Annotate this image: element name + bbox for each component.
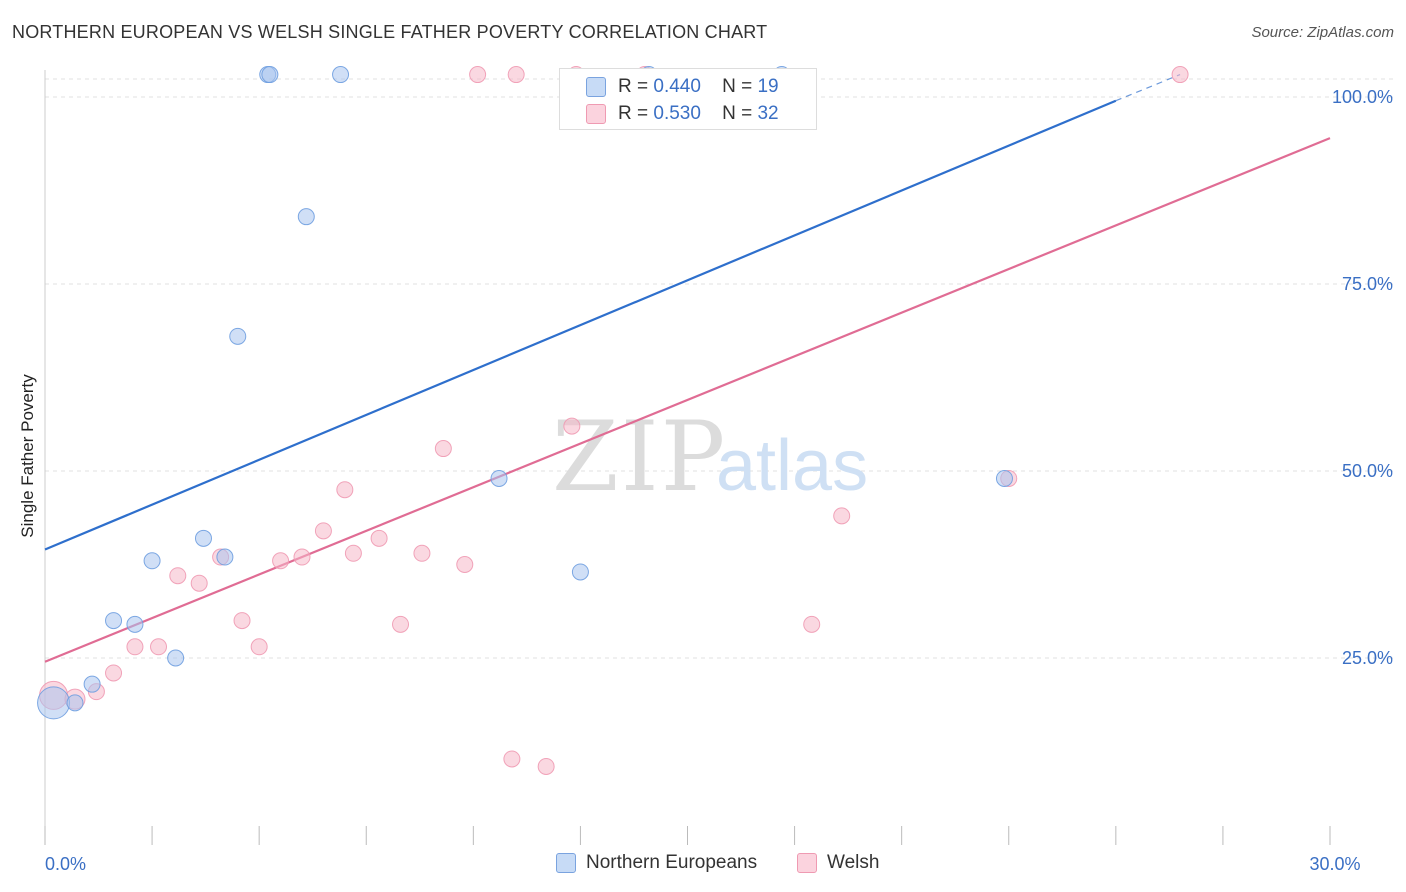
n-label: N = xyxy=(722,76,753,97)
watermark-atlas: atlas xyxy=(716,426,868,506)
point-northern-european xyxy=(37,686,71,720)
point-welsh xyxy=(370,529,388,547)
point-northern-european xyxy=(105,612,123,630)
watermark-zip: ZIP xyxy=(552,401,727,513)
grid-lines xyxy=(45,78,1395,659)
n-label: N = xyxy=(722,103,753,124)
x-tick-label: 30.0% xyxy=(1309,854,1360,874)
point-welsh xyxy=(503,750,521,768)
trend-lines xyxy=(44,74,1331,663)
y-tick-label: 75.0% xyxy=(1342,274,1393,294)
point-welsh xyxy=(833,507,851,525)
y-tick-label: 50.0% xyxy=(1342,461,1393,481)
tick-labels: 25.0% 50.0% 75.0% 100.0% 0.0% 30.0% xyxy=(45,87,1393,874)
point-welsh xyxy=(413,544,431,562)
point-welsh xyxy=(456,556,474,573)
legend-swatch-pink xyxy=(797,853,817,873)
legend-item-welsh[interactable]: Welsh xyxy=(797,852,879,874)
point-welsh xyxy=(169,567,187,585)
n-value: 32 xyxy=(757,103,779,124)
point-northern-european xyxy=(261,66,279,84)
point-northern-european xyxy=(83,675,101,693)
stats-legend: R = 0.440 N = 19 R = 0.530 N = 32 xyxy=(559,68,817,130)
legend-label: Welsh xyxy=(827,852,880,873)
trend-line-1 xyxy=(44,137,1331,663)
point-northern-european xyxy=(297,208,315,226)
point-northern-european xyxy=(66,694,84,712)
point-northern-european xyxy=(995,469,1013,487)
point-northern-european xyxy=(216,548,234,566)
point-northern-european xyxy=(126,615,144,633)
r-label: R = xyxy=(618,76,649,97)
point-welsh xyxy=(150,638,168,656)
y-tick-label: 25.0% xyxy=(1342,648,1393,668)
point-welsh xyxy=(336,481,354,499)
legend-swatch-blue xyxy=(556,853,576,873)
source-label: Source: ZipAtlas.com xyxy=(1251,24,1394,41)
stats-text-pink: R = 0.530 N = 32 xyxy=(618,103,779,125)
point-northern-european xyxy=(167,649,185,667)
stats-swatch-pink xyxy=(586,104,606,124)
trend-line-dashed-0 xyxy=(1115,74,1181,102)
trend-line-0 xyxy=(44,99,1117,551)
point-welsh xyxy=(105,664,123,682)
point-northern-european xyxy=(229,327,247,345)
point-welsh xyxy=(126,638,144,656)
point-northern-european xyxy=(332,66,350,84)
point-welsh xyxy=(190,574,208,592)
x-tick-label: 0.0% xyxy=(45,854,86,874)
n-value: 19 xyxy=(757,76,779,97)
point-welsh xyxy=(392,615,410,633)
point-welsh xyxy=(507,66,525,84)
point-welsh xyxy=(563,417,581,435)
point-welsh xyxy=(1171,66,1189,84)
point-welsh xyxy=(272,552,290,570)
legend: Northern Europeans Welsh xyxy=(0,852,1406,878)
point-northern-european xyxy=(571,563,589,581)
r-value: 0.440 xyxy=(653,76,701,97)
point-welsh xyxy=(434,440,452,458)
stats-text-blue: R = 0.440 N = 19 xyxy=(618,76,779,98)
point-welsh xyxy=(314,522,332,540)
point-welsh xyxy=(233,612,251,630)
point-welsh xyxy=(469,66,487,84)
legend-label: Northern Europeans xyxy=(586,852,758,873)
data-points xyxy=(37,66,1189,775)
legend-item-northern-europeans[interactable]: Northern Europeans xyxy=(556,852,757,874)
point-northern-european xyxy=(143,552,161,570)
point-welsh xyxy=(293,548,311,566)
y-tick-label: 100.0% xyxy=(1332,87,1393,107)
chart-title: NORTHERN EUROPEAN VS WELSH SINGLE FATHER… xyxy=(12,22,768,42)
r-value: 0.530 xyxy=(653,103,701,124)
point-northern-european xyxy=(194,529,212,547)
stats-swatch-blue xyxy=(586,77,606,97)
point-welsh xyxy=(344,544,362,562)
point-welsh xyxy=(537,757,555,775)
r-label: R = xyxy=(618,103,649,124)
point-welsh xyxy=(250,638,268,656)
point-welsh xyxy=(803,615,821,633)
point-northern-european xyxy=(490,469,508,487)
